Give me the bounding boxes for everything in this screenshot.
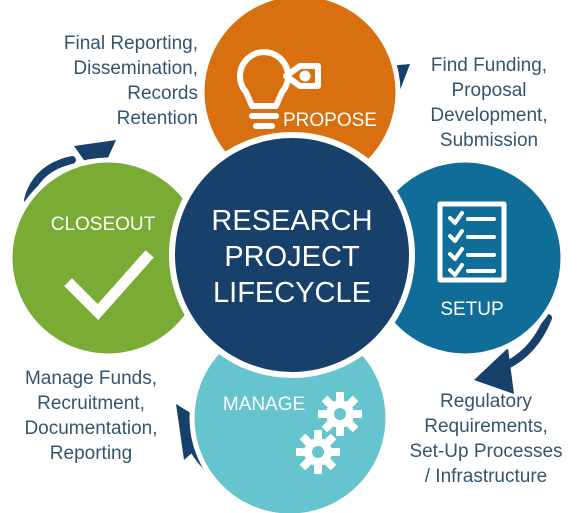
phase-label-propose: PROPOSE xyxy=(283,110,377,131)
annotation-propose: Find Funding, Proposal Development, Subm… xyxy=(404,53,574,153)
annotation-line: Proposal xyxy=(451,80,527,101)
annotation-line: Dissemination, xyxy=(73,58,198,79)
checkmark-icon xyxy=(64,250,154,321)
gears-icon xyxy=(296,392,362,474)
lightbulb-tag-icon xyxy=(237,49,321,129)
annotation-line: Reporting xyxy=(49,443,133,464)
annotation-line: Submission xyxy=(439,130,539,151)
annotation-line: Documentation, xyxy=(24,418,158,439)
annotation-closeout: Final Reporting, Dissemination, Records … xyxy=(20,31,198,131)
arrow-closeout-to-propose xyxy=(24,156,76,204)
annotation-manage: Manage Funds, Recruitment, Documentation… xyxy=(8,366,174,466)
arrowhead-setup-manage xyxy=(474,348,514,394)
center-title-line-2: PROJECT xyxy=(224,241,360,273)
annotation-line: / Infrastructure xyxy=(424,466,548,487)
annotation-line: Requirements, xyxy=(424,416,548,437)
annotation-setup: Regulatory Requirements, Set-Up Processe… xyxy=(394,389,578,489)
annotation-line: Development, xyxy=(430,105,548,126)
phase-label-manage: MANAGE xyxy=(223,394,305,415)
annotation-line: Regulatory xyxy=(440,391,532,412)
annotation-line: Find Funding, xyxy=(430,55,548,76)
annotation-line: Final Reporting, xyxy=(63,33,198,54)
center-title-line-1: RESEARCH xyxy=(211,205,372,237)
center-title-line-3: LIFECYCLE xyxy=(213,277,371,309)
phase-label-closeout: CLOSEOUT xyxy=(51,214,156,235)
annotation-line: Set-Up Processes xyxy=(409,441,563,462)
center-title: RESEARCH PROJECT LIFECYCLE xyxy=(211,205,372,309)
checklist-icon xyxy=(437,201,507,283)
annotation-line: Records xyxy=(127,83,198,104)
annotation-line: Recruitment, xyxy=(37,393,145,414)
phase-label-setup: SETUP xyxy=(440,299,503,320)
center-circle xyxy=(169,132,415,378)
annotation-line: Manage Funds, xyxy=(24,368,158,389)
annotation-line: Retention xyxy=(116,108,198,129)
